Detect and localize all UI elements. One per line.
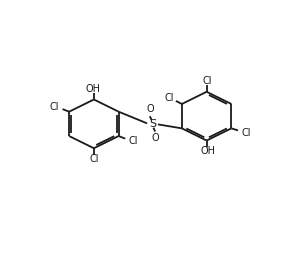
Text: OH: OH <box>85 84 101 94</box>
Text: Cl: Cl <box>90 154 99 164</box>
Text: O: O <box>146 104 154 114</box>
Text: Cl: Cl <box>202 76 212 86</box>
Text: S: S <box>149 119 156 129</box>
Text: OH: OH <box>200 146 215 156</box>
Text: Cl: Cl <box>241 128 251 138</box>
Text: Cl: Cl <box>128 136 138 146</box>
Text: O: O <box>151 133 159 143</box>
Text: Cl: Cl <box>164 93 174 103</box>
Text: Cl: Cl <box>50 102 59 111</box>
